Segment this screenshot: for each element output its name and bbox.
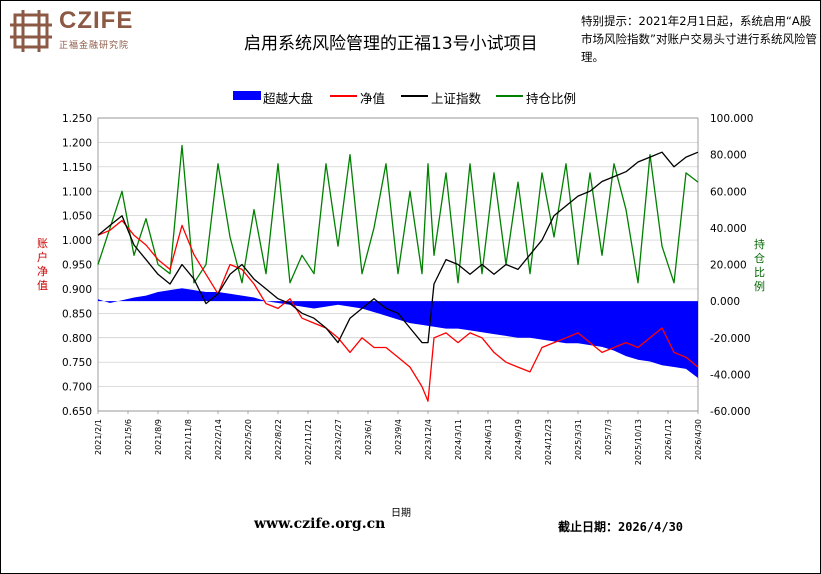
- y-left-tick-label: 1.250: [62, 113, 92, 125]
- series-line-index: [97, 151, 699, 344]
- series-line-nav: [97, 219, 699, 402]
- y-left-tick-label: 0.700: [62, 382, 92, 394]
- x-tick-label: 2022/8/22: [274, 419, 283, 460]
- x-tick-label: 2023/9/4: [394, 419, 403, 455]
- y-right-tick-label: -40.000: [710, 369, 751, 381]
- legend-label-position: 持仓比例: [526, 91, 577, 106]
- y-right-tick-label: 80.000: [710, 150, 747, 162]
- y-right-tick-label: 0.000: [710, 296, 740, 308]
- x-tick-label: 2021/8/9: [154, 419, 163, 455]
- y-axis-right-title: 持仓比例: [754, 238, 765, 293]
- y-right-tick-label: 100.000: [710, 113, 753, 125]
- y-left-tick-label: 0.900: [62, 284, 92, 296]
- legend-label-nav: 净值: [360, 91, 386, 106]
- x-tick-label: 2021/11/8: [184, 419, 193, 460]
- x-tick-label: 2025/10/13: [634, 419, 643, 465]
- x-tick-label: 2021/2/1: [94, 419, 103, 455]
- y-right-tick-label: 20.000: [710, 260, 747, 272]
- x-tick-label: 2024/9/19: [514, 419, 523, 460]
- x-tick-label: 2025/7/3: [604, 419, 613, 455]
- series-area-excess: [98, 288, 698, 379]
- legend-swatch-index: [401, 95, 428, 97]
- y-right-tick-label: 60.000: [710, 186, 747, 198]
- x-tick-label: 2022/11/21: [304, 419, 313, 465]
- x-tick-label: 2023/6/1: [364, 419, 373, 455]
- legend-swatch-nav: [330, 95, 357, 97]
- y-right-tick-label: 40.000: [710, 223, 747, 235]
- y-left-tick-label: 0.750: [62, 357, 92, 369]
- y-left-tick-label: 1.150: [62, 162, 92, 174]
- x-tick-label: 2024/3/11: [454, 419, 463, 460]
- logo-icon: [10, 10, 52, 52]
- y-left-tick-label: 0.650: [62, 406, 92, 418]
- legend-label-excess: 超越大盘: [263, 91, 314, 106]
- chart-title: 启用系统风险管理的正福13号小试项目: [244, 34, 538, 54]
- y-left-tick-label: 1.050: [62, 211, 92, 223]
- notice-text: 特别提示：2021年2月1日起，系统启用“A股市场风险指数”对账户交易头寸进行系…: [581, 14, 817, 64]
- y-right-tick-label: -60.000: [710, 406, 751, 418]
- x-tick-label: 2026/1/12: [664, 419, 673, 460]
- x-tick-label: 2025/3/31: [574, 419, 583, 460]
- x-tick-label: 2022/2/14: [214, 419, 223, 460]
- x-axis-title: 日期: [391, 508, 411, 519]
- x-tick-label: 2026/4/30: [694, 419, 703, 460]
- y-left-tick-label: 0.800: [62, 333, 92, 345]
- cutoff-date: 截止日期：2026/4/30: [558, 520, 684, 534]
- y-left-tick-label: 0.850: [62, 308, 92, 320]
- y-right-tick-label: -20.000: [710, 333, 751, 345]
- x-tick-label: 2023/2/27: [334, 419, 343, 460]
- y-axis-left-title: 账户净值: [37, 237, 48, 292]
- y-left-tick-label: 1.100: [62, 186, 92, 198]
- x-tick-label: 2021/5/6: [124, 419, 133, 455]
- x-tick-label: 2024/12/23: [544, 419, 553, 465]
- y-left-tick-label: 1.000: [62, 235, 92, 247]
- brand-name: CZIFE: [59, 7, 134, 34]
- brand-subtitle: 正福金融研究院: [59, 41, 130, 51]
- series-line-position: [97, 144, 699, 284]
- x-tick-label: 2022/5/20: [244, 419, 253, 460]
- website-url: www.czife.org.cn: [254, 516, 386, 532]
- y-left-tick-label: 0.950: [62, 260, 92, 272]
- legend-swatch-excess: [233, 91, 261, 100]
- x-tick-label: 2024/6/13: [484, 419, 493, 460]
- legend-label-index: 上证指数: [431, 91, 482, 106]
- x-tick-label: 2023/12/4: [424, 419, 433, 460]
- legend-swatch-position: [496, 95, 523, 97]
- y-left-tick-label: 1.200: [62, 137, 92, 149]
